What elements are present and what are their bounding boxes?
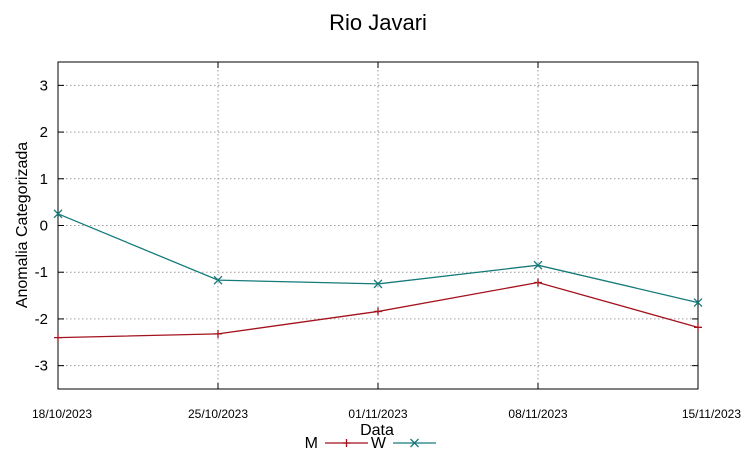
data-point-m bbox=[374, 307, 382, 316]
data-point-m bbox=[694, 323, 702, 332]
x-tick-label: 18/10/2023 bbox=[32, 407, 92, 421]
y-axis-label: Anomalia Categorizada bbox=[14, 142, 31, 308]
grid-lines bbox=[58, 62, 698, 389]
data-point-w bbox=[373, 279, 383, 289]
legend-marker-m bbox=[342, 439, 351, 447]
x-axis-label: Data bbox=[360, 422, 394, 439]
x-axis-ticks: 18/10/2023 25/10/2023 01/11/2023 08/11/2023… bbox=[32, 62, 741, 421]
y-tick-label: -3 bbox=[35, 358, 48, 375]
data-point-w bbox=[213, 275, 223, 285]
y-tick-label: 2 bbox=[40, 124, 48, 141]
legend-marker-w bbox=[410, 438, 419, 448]
y-tick-label: 0 bbox=[40, 218, 48, 235]
data-point-w bbox=[693, 298, 703, 308]
series-w bbox=[53, 209, 703, 308]
data-point-m bbox=[54, 333, 62, 342]
x-tick-label: 08/11/2023 bbox=[508, 407, 567, 421]
y-tick-label: 3 bbox=[40, 77, 48, 94]
series-m bbox=[54, 278, 702, 342]
legend-label-m: M bbox=[305, 435, 318, 452]
data-point-w bbox=[53, 209, 63, 219]
y-tick-label: -1 bbox=[35, 264, 48, 281]
legend-swatch-w bbox=[393, 438, 436, 448]
x-tick-label: 01/11/2023 bbox=[348, 407, 407, 421]
legend-label-w: W bbox=[371, 435, 387, 452]
y-tick-label: -2 bbox=[35, 311, 48, 328]
data-point-m bbox=[214, 329, 222, 338]
x-tick-label: 25/10/2023 bbox=[188, 407, 248, 421]
y-axis-ticks: -3 -2 -1 0 1 2 3 bbox=[35, 77, 698, 375]
chart-title: Rio Javari bbox=[329, 10, 427, 35]
series-layer bbox=[53, 209, 703, 342]
legend: M W bbox=[305, 435, 436, 452]
data-point-m bbox=[534, 278, 542, 287]
legend-swatch-m bbox=[325, 439, 368, 447]
x-tick-label: 15/11/2023 bbox=[682, 407, 741, 421]
data-point-w bbox=[533, 260, 543, 270]
y-tick-label: 1 bbox=[40, 171, 48, 188]
